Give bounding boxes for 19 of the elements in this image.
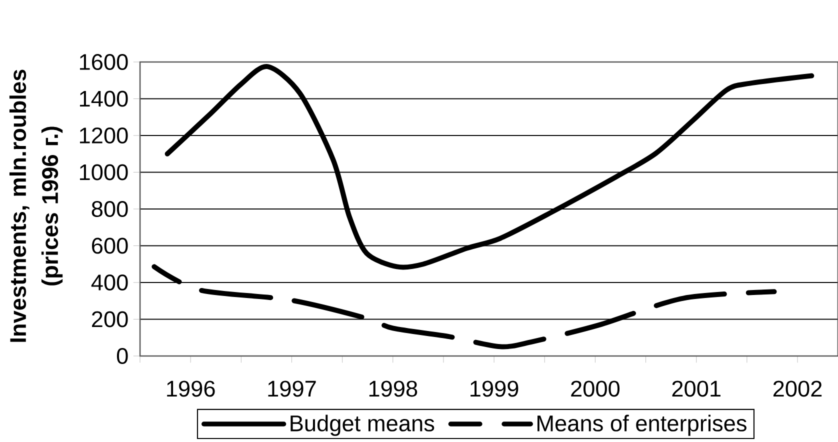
y-tick-label: 0 [116,348,128,364]
y-tick-label: 1000 [80,164,128,180]
y-tick-label: 400 [91,274,128,291]
y-tick-label: 200 [92,311,128,328]
legend-label: Budget means [290,414,434,436]
x-tick-label: 1998 [369,380,418,397]
y-tick-label: 800 [92,200,128,218]
x-tick-label: 2001 [672,380,720,397]
legend-label: Means of enterprises [538,414,746,436]
y-tick-label: 600 [92,238,128,254]
x-tick-label: 2002 [773,380,822,397]
x-tick-label: 2000 [571,380,620,397]
x-tick-label: 1997 [268,380,316,397]
y-axis-title: Investments, mln.roubles (prices 1996 г.) [9,70,63,342]
y-tick-label: 1600 [80,54,128,70]
y-tick-label: 1400 [80,90,128,107]
y-tick-label: 1200 [80,127,128,144]
x-tick-label: 1996 [167,380,215,397]
x-tick-label: 1999 [470,380,518,397]
